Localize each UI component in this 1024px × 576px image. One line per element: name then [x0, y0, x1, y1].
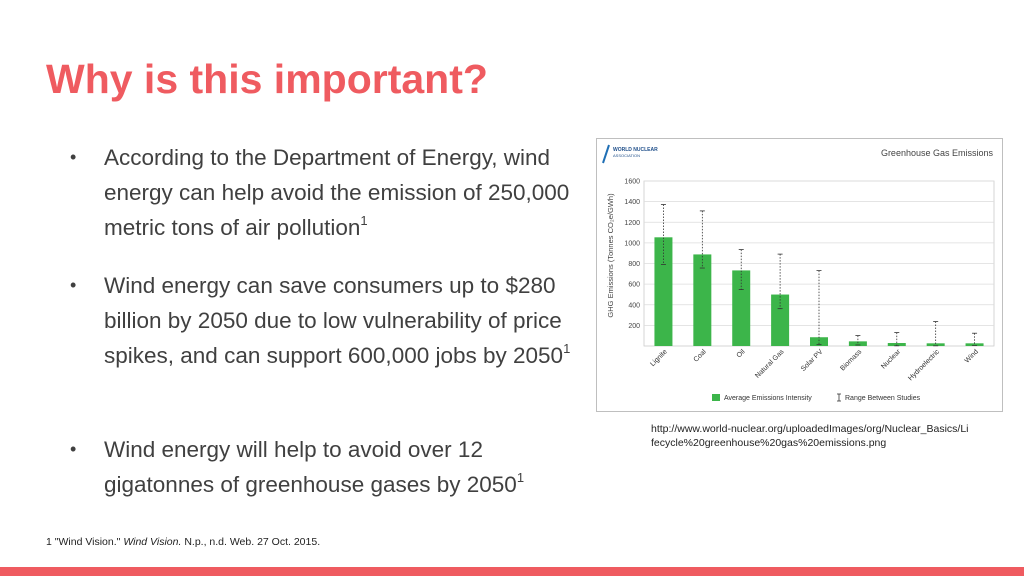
- y-tick-label: 200: [628, 323, 640, 330]
- bar: [654, 237, 673, 346]
- footnote-ref: 1: [563, 340, 571, 356]
- bottom-accent-bar: [0, 567, 1024, 576]
- y-axis-label: GHG Emissions (Tonnes CO₂e/GWh): [606, 193, 615, 318]
- y-tick-label: 1600: [624, 179, 640, 186]
- bar: [965, 343, 984, 346]
- bullet-text: Wind energy can save consumers up to $28…: [104, 273, 564, 368]
- bullet-item: • According to the Department of Energy,…: [70, 140, 590, 245]
- x-tick-label: Biomass: [839, 348, 863, 372]
- footnote-text-post: N.p., n.d. Web. 27 Oct. 2015.: [184, 536, 321, 548]
- footnote-text-italic: Wind Vision.: [123, 536, 182, 548]
- bullet-dot: •: [70, 275, 77, 295]
- x-tick-label: Wind: [964, 348, 980, 364]
- chart-legend: Average Emissions Intensity Range Betwee…: [712, 393, 921, 402]
- x-tick-label: Hydroelectric: [907, 348, 941, 382]
- y-tick-label: 1000: [624, 240, 640, 247]
- footnote-ref: 1: [360, 212, 368, 228]
- y-tick-label: 800: [628, 261, 640, 268]
- x-tick-label: Coal: [693, 348, 708, 363]
- logo-line-2: ASSOCIATION: [613, 153, 640, 158]
- footnote-text-pre: "Wind Vision.": [54, 536, 121, 548]
- x-tick-label: Solar PV: [800, 348, 825, 373]
- legend-label-range: Range Between Studies: [845, 395, 921, 402]
- bar: [810, 337, 828, 346]
- y-tick-labels: 200 400 600 800 1000 1200 1400 1600: [624, 179, 640, 330]
- y-tick-label: 400: [628, 302, 640, 309]
- logo-line-1: WORLD NUCLEAR: [613, 147, 658, 153]
- bullet-item: • Wind energy will help to avoid over 12…: [70, 432, 590, 502]
- slide-title: Why is this important?: [46, 56, 488, 102]
- legend-label-average: Average Emissions Intensity: [724, 395, 812, 402]
- range-bars: [660, 204, 978, 347]
- x-tick-labels: Lignite Coal Oil Natural Gas Solar PV Biomass…: [649, 348, 980, 382]
- bar: [926, 343, 945, 346]
- chart-svg: WORLD NUCLEAR ASSOCIATION Greenhouse Gas…: [602, 144, 995, 402]
- y-tick-label: 600: [628, 282, 640, 289]
- bar: [693, 254, 712, 346]
- bullet-dot: •: [70, 147, 77, 167]
- logo-mark: [602, 144, 610, 164]
- bullet-item: • Wind energy can save consumers up to $…: [70, 268, 590, 373]
- footnote-number: 1: [46, 536, 52, 548]
- bullet-text: Wind energy will help to avoid over 12 g…: [104, 437, 517, 497]
- bullet-text: According to the Department of Energy, w…: [104, 145, 570, 240]
- y-tick-label: 1200: [624, 220, 640, 227]
- bar: [732, 270, 751, 346]
- chart-title: Greenhouse Gas Emissions: [881, 148, 994, 158]
- legend-swatch-range: [837, 393, 841, 402]
- bars: [654, 237, 984, 346]
- bar: [771, 294, 790, 346]
- wna-logo: WORLD NUCLEAR ASSOCIATION: [602, 144, 658, 164]
- emissions-chart: WORLD NUCLEAR ASSOCIATION Greenhouse Gas…: [596, 138, 1003, 412]
- x-tick-label: Nuclear: [880, 348, 902, 370]
- bullet-dot: •: [70, 439, 77, 459]
- image-source-url: http://www.world-nuclear.org/uploadedIma…: [651, 423, 969, 449]
- footnote-ref: 1: [516, 469, 525, 485]
- legend-swatch-average: [712, 394, 720, 401]
- bar: [887, 343, 906, 346]
- x-tick-label: Natural Gas: [754, 348, 786, 380]
- x-tick-label: Lignite: [649, 348, 669, 368]
- bar: [848, 341, 867, 346]
- y-tick-label: 1400: [624, 199, 640, 206]
- footnote: 1 "Wind Vision." Wind Vision. N.p., n.d.…: [46, 536, 320, 548]
- x-tick-label: Oil: [736, 348, 747, 359]
